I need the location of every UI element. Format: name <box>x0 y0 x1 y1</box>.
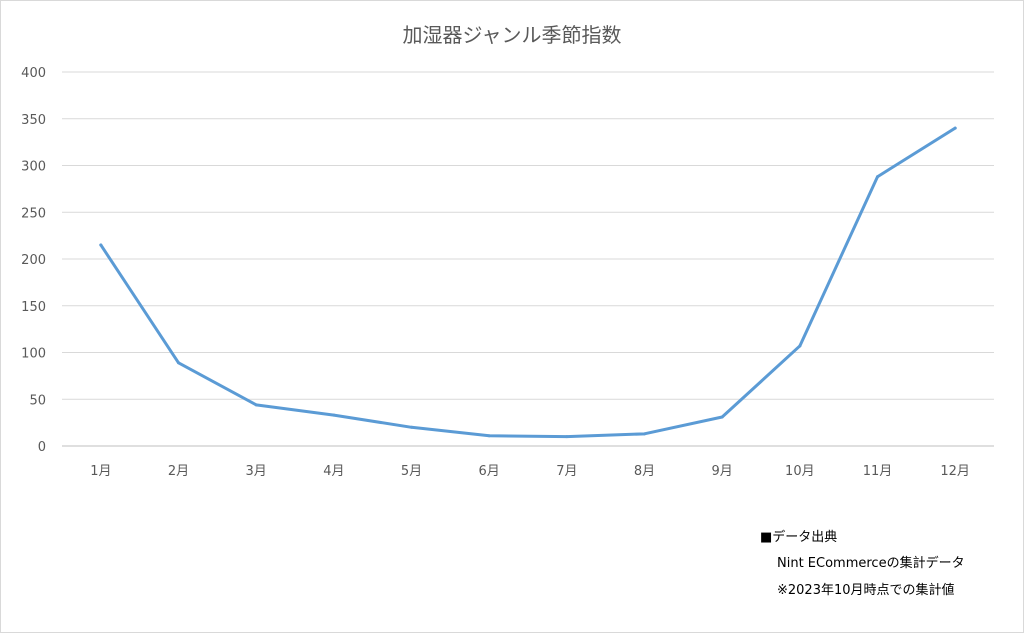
source-heading: ■データ出典 <box>760 530 838 545</box>
date-line: ※2023年10月時点での集計値 <box>777 583 955 598</box>
data-point <box>953 126 957 130</box>
data-point <box>332 413 336 417</box>
y-tick-label: 250 <box>21 206 46 221</box>
x-tick-label: 8月 <box>634 464 655 479</box>
x-tick-label: 2月 <box>168 464 189 479</box>
data-point <box>410 425 413 429</box>
y-tick-label: 150 <box>21 300 46 315</box>
y-tick-label: 300 <box>21 160 46 175</box>
data-point <box>798 344 802 348</box>
y-tick-label: 100 <box>21 347 46 362</box>
source-line: Nint ECommerceの集計データ <box>777 556 965 571</box>
x-tick-label: 7月 <box>556 464 577 479</box>
x-tick-label: 10月 <box>785 464 815 479</box>
y-tick-label: 50 <box>29 393 46 408</box>
data-point <box>720 415 724 419</box>
y-tick-label: 200 <box>21 253 46 268</box>
x-tick-label: 6月 <box>479 464 500 479</box>
x-tick-label: 12月 <box>940 464 970 479</box>
x-tick-label: 11月 <box>863 464 893 479</box>
y-tick-label: 350 <box>21 113 46 128</box>
x-tick-label: 3月 <box>246 464 267 479</box>
data-point <box>487 434 491 438</box>
data-point <box>99 243 103 247</box>
x-tick-label: 1月 <box>90 464 111 479</box>
y-tick-label: 400 <box>21 66 46 81</box>
series-line <box>99 126 957 439</box>
chart-title: 加湿器ジャンル季節指数 <box>403 23 622 47</box>
data-point <box>643 432 646 436</box>
x-tick-label: 9月 <box>712 464 733 479</box>
y-tick-label: 0 <box>38 440 46 455</box>
data-point <box>565 435 569 439</box>
data-point <box>254 403 258 407</box>
x-tick-label: 5月 <box>401 464 422 479</box>
data-point <box>876 175 879 179</box>
data-point <box>177 361 180 365</box>
x-tick-label: 4月 <box>323 464 344 479</box>
